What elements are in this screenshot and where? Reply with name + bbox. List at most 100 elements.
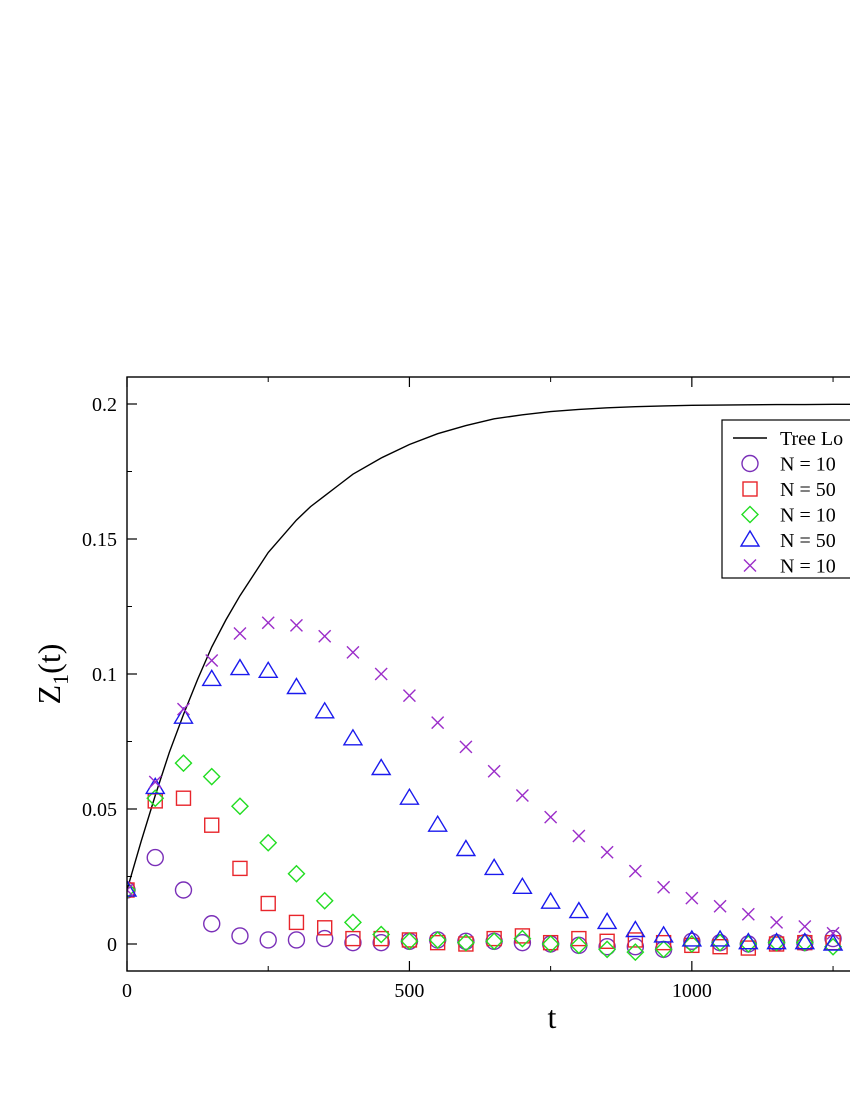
y-tick-label: 0.2 <box>92 394 117 416</box>
point-circle <box>513 933 532 952</box>
point-square <box>797 934 813 951</box>
point-square <box>175 790 192 806</box>
point-diamond <box>343 913 362 932</box>
point-square <box>571 930 587 947</box>
point-square <box>373 930 389 947</box>
point-circle <box>203 915 221 933</box>
legend-label-4: N = 50 <box>780 530 836 552</box>
point-cross <box>572 829 586 843</box>
point-square <box>316 920 333 936</box>
point-triangle <box>653 925 674 943</box>
legend-swatch-diamond <box>741 505 759 524</box>
chart-legend: Tree Lo N = 10 N = 50 N = 10 N = 50 N = 10 <box>721 419 850 579</box>
point-triangle <box>127 879 138 897</box>
legend-swatch-triangle <box>739 529 761 547</box>
point-cross <box>628 864 642 878</box>
point-diamond <box>626 943 645 962</box>
point-square <box>599 933 615 949</box>
point-diamond <box>400 932 419 951</box>
point-diamond <box>654 940 673 959</box>
point-circle <box>626 938 645 956</box>
point-triangle <box>794 932 816 950</box>
y-axis-title-main: Z <box>31 685 67 705</box>
point-diamond <box>259 833 278 852</box>
point-circle <box>315 929 334 948</box>
legend-label-tree: Tree Lo <box>780 428 843 450</box>
point-cross <box>487 764 501 778</box>
point-cross <box>289 618 303 632</box>
point-diamond <box>127 881 136 899</box>
y-tick-label: 0.05 <box>82 799 117 821</box>
point-diamond <box>315 891 334 910</box>
point-square <box>232 860 248 877</box>
point-triangle <box>427 814 448 832</box>
point-cross <box>346 645 360 659</box>
legend-label-5: N = 10 <box>780 556 836 578</box>
point-cross <box>685 891 699 905</box>
point-cross <box>374 667 388 681</box>
x-tick-label: 1000 <box>672 980 712 1002</box>
point-triangle <box>257 660 279 678</box>
point-cross <box>515 789 529 802</box>
point-triangle <box>568 901 590 919</box>
point-cross <box>176 702 190 716</box>
point-triangle <box>286 677 307 695</box>
point-cross <box>318 629 332 643</box>
point-triangle <box>173 706 194 724</box>
point-cross <box>261 616 275 630</box>
point-circle <box>231 927 249 945</box>
point-diamond <box>767 933 786 952</box>
point-triangle <box>314 701 335 719</box>
point-diamond <box>456 933 475 952</box>
point-diamond <box>202 767 221 786</box>
y-tick-label: 0.15 <box>82 529 117 551</box>
point-diamond <box>372 925 391 944</box>
y-tick-label: 0 <box>107 934 117 956</box>
point-triangle <box>596 912 618 930</box>
point-triangle <box>399 787 420 805</box>
point-square <box>204 817 220 833</box>
point-square <box>486 930 502 947</box>
point-diamond <box>174 754 193 773</box>
legend-box <box>721 419 850 579</box>
point-diamond <box>682 935 701 953</box>
point-diamond <box>569 936 588 955</box>
point-circle <box>598 938 616 956</box>
point-diamond <box>598 940 617 959</box>
point-square <box>627 932 644 948</box>
point-cross <box>770 915 784 929</box>
legend-label-1: N = 10 <box>780 454 836 476</box>
point-cross <box>402 689 416 703</box>
point-diamond <box>541 935 560 953</box>
point-triangle <box>709 929 731 947</box>
point-cross <box>233 627 247 640</box>
point-triangle <box>512 876 533 894</box>
point-triangle <box>342 728 364 746</box>
point-cross <box>741 907 755 921</box>
legend-swatch-circle <box>741 454 759 473</box>
point-cross <box>544 810 558 824</box>
point-circle <box>146 848 164 867</box>
series-4-triangle <box>127 658 844 951</box>
y-axis-title-sub: 1 <box>48 674 73 685</box>
point-diamond <box>146 789 165 808</box>
y-tick-label: 0.1 <box>92 664 117 686</box>
point-circle <box>259 931 277 949</box>
point-square <box>429 934 446 951</box>
chart-marks <box>127 403 850 962</box>
legend-label-2: N = 50 <box>780 479 836 501</box>
point-diamond <box>795 933 814 952</box>
point-diamond <box>485 932 504 951</box>
point-triangle <box>822 933 844 951</box>
point-triangle <box>625 920 646 938</box>
plot-area <box>127 403 850 962</box>
point-cross <box>205 654 219 667</box>
point-triangle <box>738 932 759 950</box>
point-cross <box>148 775 162 789</box>
point-square <box>712 939 728 955</box>
point-triangle <box>766 932 787 950</box>
point-triangle <box>483 858 505 876</box>
series-5-cross <box>127 616 840 940</box>
point-diamond <box>230 797 249 816</box>
